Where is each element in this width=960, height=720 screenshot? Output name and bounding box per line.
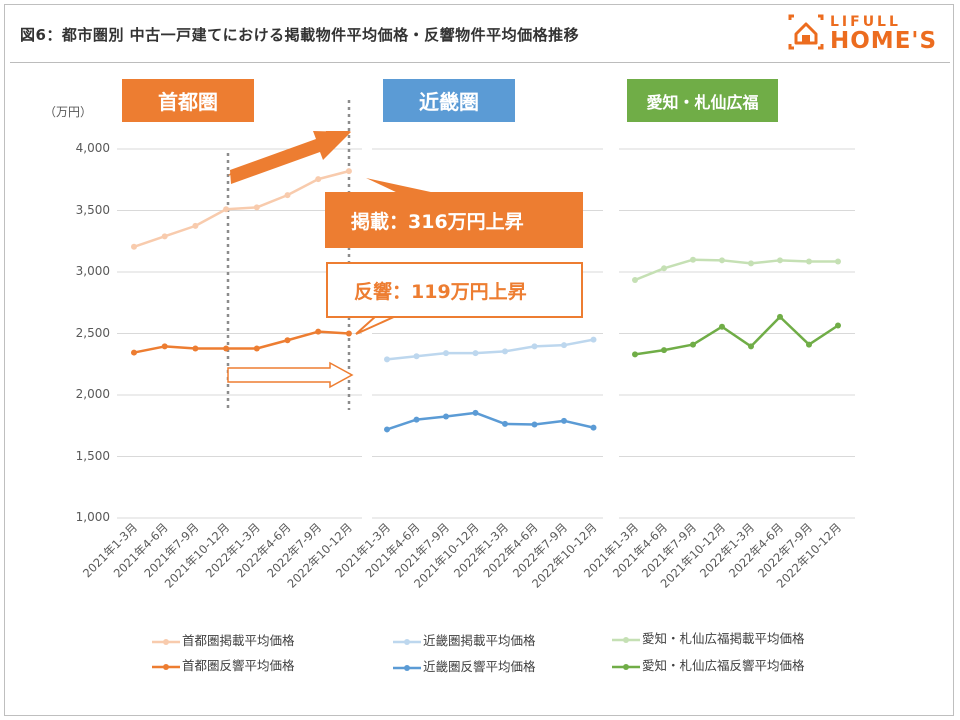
- data-point: [661, 347, 667, 354]
- data-point: [777, 257, 783, 264]
- data-point: [131, 243, 137, 250]
- data-point: [345, 168, 352, 175]
- legend-swatch: [152, 661, 180, 673]
- data-point: [632, 351, 638, 358]
- data-point: [531, 421, 538, 428]
- data-point: [345, 330, 352, 337]
- legend-item: 愛知・札仙広福反響平均価格: [612, 655, 805, 674]
- series-line: [634, 258, 838, 282]
- data-point: [748, 260, 754, 267]
- data-point: [192, 222, 199, 229]
- title-divider: [10, 62, 950, 63]
- legend-swatch: [393, 636, 421, 648]
- y-axis-unit: （万円）: [44, 105, 93, 119]
- data-point: [315, 328, 322, 335]
- data-point: [590, 336, 597, 343]
- data-point: [223, 345, 230, 352]
- data-point: [443, 350, 449, 357]
- data-point: [443, 413, 449, 420]
- legend-item: 近畿圏掲載平均価格: [393, 630, 536, 649]
- callout-response-tail: [355, 315, 397, 335]
- data-point: [253, 204, 260, 211]
- data-point: [590, 424, 597, 431]
- data-point: [690, 256, 696, 263]
- region-label-kinki: 近畿圏: [383, 79, 515, 122]
- y-tick-label: 3,500: [75, 202, 110, 217]
- data-point: [502, 348, 508, 355]
- legend-label: 愛知・札仙広福掲載平均価格: [642, 631, 805, 646]
- chart-frame: [4, 4, 954, 716]
- data-point: [131, 349, 137, 356]
- data-point: [472, 409, 479, 416]
- data-point: [806, 341, 812, 348]
- y-tick-label: 2,000: [75, 387, 110, 401]
- data-point: [284, 337, 291, 344]
- data-point: [502, 420, 508, 427]
- series-line: [386, 338, 594, 361]
- data-point: [531, 343, 538, 350]
- data-point: [284, 192, 291, 199]
- data-point: [384, 426, 390, 433]
- legend-item: 首都圏反響平均価格: [152, 655, 295, 674]
- logo-text-lifull: LIFULL: [830, 14, 901, 30]
- legend-item: 首都圏掲載平均価格: [152, 630, 295, 649]
- series-line: [133, 169, 350, 248]
- legend-item: 近畿圏反響平均価格: [393, 656, 536, 675]
- legend-label: 近畿圏反響平均価格: [423, 659, 536, 674]
- series-line: [634, 315, 839, 356]
- data-point: [777, 313, 783, 320]
- data-point: [472, 350, 479, 357]
- data-point: [719, 323, 725, 330]
- legend-item: 愛知・札仙広福掲載平均価格: [612, 628, 805, 647]
- region-label-aichi: 愛知・札仙広福: [627, 79, 778, 122]
- logo-text-homes: HOME'S: [830, 28, 938, 54]
- trend-arrow-body: [230, 131, 351, 184]
- y-tick-label: 3,000: [75, 264, 110, 278]
- legend-label: 近畿圏掲載平均価格: [423, 633, 536, 648]
- legend-swatch: [152, 636, 180, 648]
- data-point: [661, 265, 667, 272]
- data-point: [561, 417, 567, 424]
- data-point: [719, 257, 725, 264]
- legend-label: 首都圏掲載平均価格: [182, 633, 295, 648]
- data-point: [161, 233, 168, 240]
- legend-label: 首都圏反響平均価格: [182, 658, 295, 673]
- data-point: [161, 343, 168, 350]
- data-point: [748, 343, 754, 350]
- data-point: [632, 276, 638, 283]
- data-point: [315, 176, 322, 183]
- legend-label: 愛知・札仙広福反響平均価格: [642, 658, 805, 673]
- house-logo-icon: [788, 14, 824, 50]
- data-point: [835, 322, 841, 329]
- series-line: [133, 330, 349, 354]
- legend-swatch: [612, 634, 640, 646]
- data-point: [223, 206, 230, 213]
- y-tick-label: 2,500: [75, 325, 110, 340]
- data-point: [253, 345, 260, 352]
- data-point: [192, 345, 199, 352]
- page-title: 図6：都市圏別 中古一戸建てにおける掲載物件平均価格・反響物件平均価格推移: [20, 26, 580, 44]
- data-point: [835, 258, 841, 265]
- data-point: [413, 416, 420, 423]
- callout-response-increase: 反響：119万円上昇: [326, 262, 583, 318]
- y-tick-label: 1,000: [75, 510, 110, 524]
- callout-listed-increase: 掲載：316万円上昇: [325, 192, 583, 248]
- callout-listed-tail: [366, 178, 440, 194]
- data-point: [561, 342, 567, 349]
- data-point: [690, 341, 696, 348]
- region-label-tokyo: 首都圏: [122, 79, 254, 122]
- data-point: [384, 356, 390, 363]
- data-point: [413, 353, 420, 360]
- series-line: [386, 411, 594, 431]
- data-point: [806, 258, 812, 265]
- y-tick-label: 1,500: [75, 448, 110, 463]
- period-hollow-arrow: [227, 361, 354, 389]
- lifull-homes-logo: LIFULL HOME'S: [786, 12, 946, 54]
- legend-swatch: [612, 661, 640, 673]
- legend-swatch: [393, 662, 421, 674]
- y-tick-label: 4,000: [75, 141, 110, 155]
